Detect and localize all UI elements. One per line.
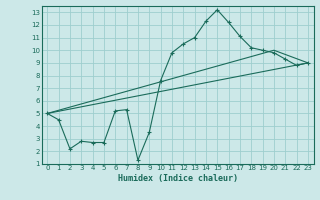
X-axis label: Humidex (Indice chaleur): Humidex (Indice chaleur) [118, 174, 237, 183]
